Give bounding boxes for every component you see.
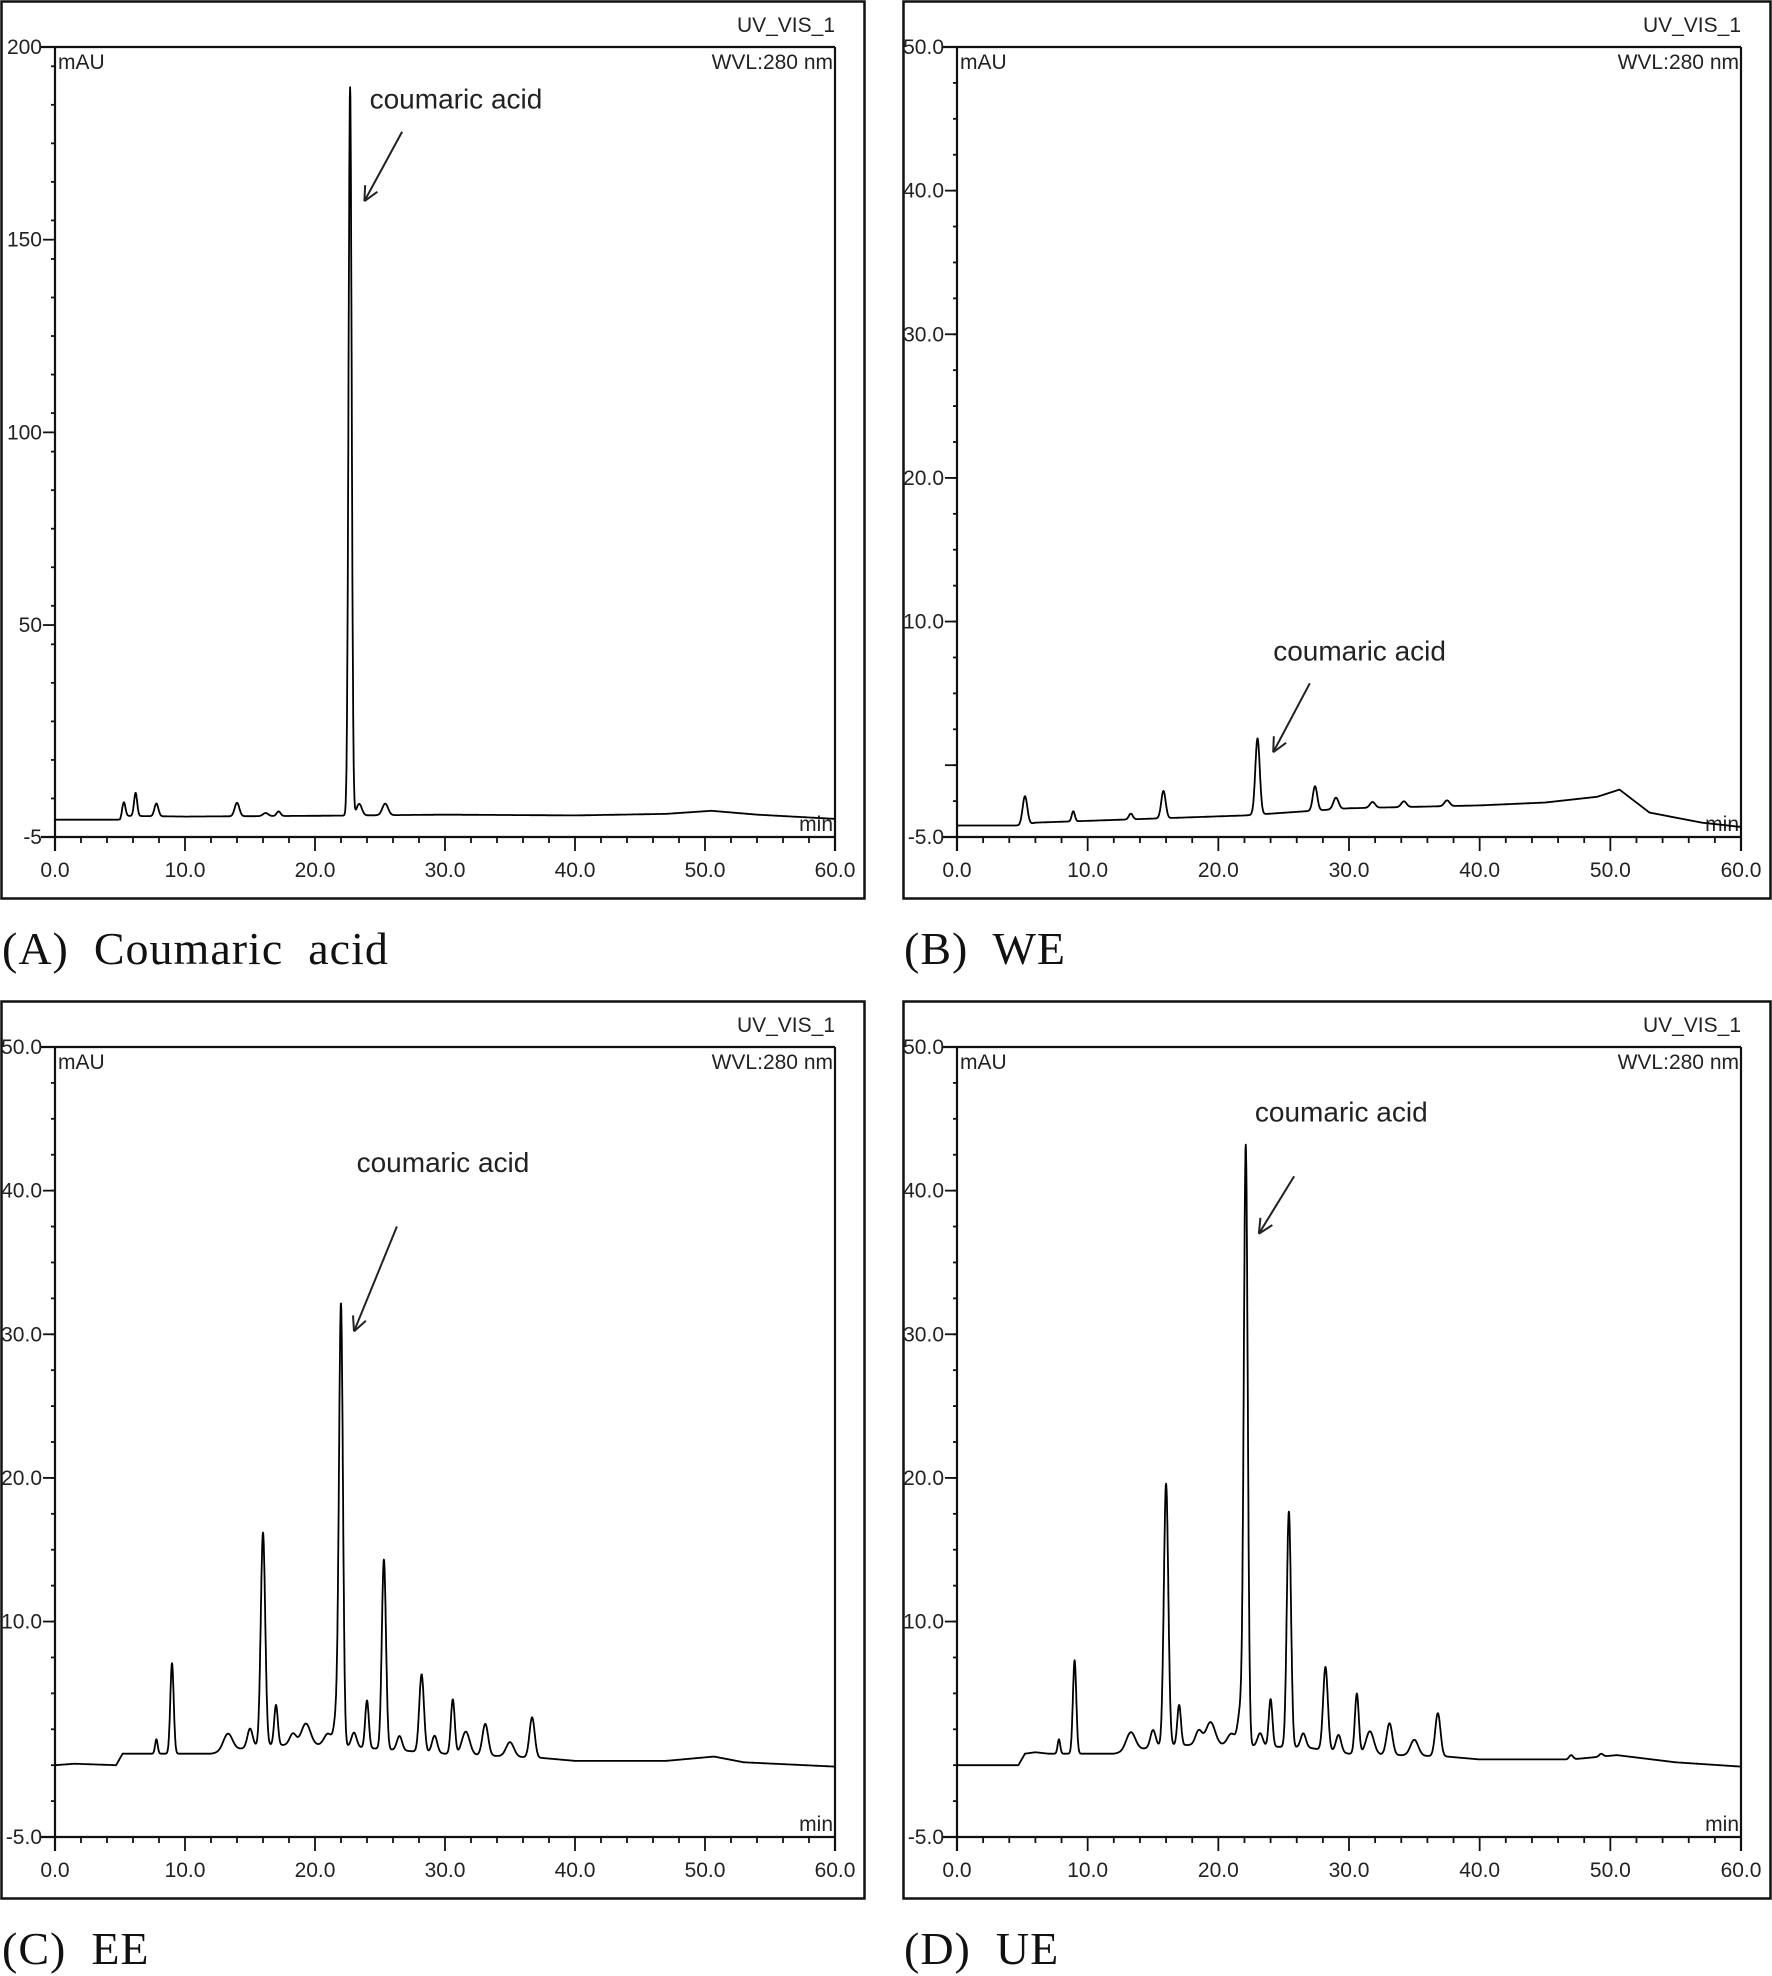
y-tick-label: 10.0 — [903, 1611, 944, 1634]
chromatogram-c-svg: UV_VIS_1 WVL:280 nm mAU -5.0 10.0 20.0 30.0 40.… — [0, 1000, 866, 1900]
x-tick-label: 40.0 — [1459, 1859, 1500, 1882]
x-tick-label: 50.0 — [685, 859, 726, 882]
y-tick-label: 10.0 — [903, 611, 944, 634]
wavelength-label: WVL:280 nm — [712, 1051, 833, 1074]
y-tick-label: -5.0 — [6, 1826, 42, 1849]
x-tick-label: 40.0 — [555, 859, 596, 882]
caption-d: (D) UE — [904, 1923, 1060, 1974]
x-tick-label: 30.0 — [1329, 1859, 1370, 1882]
y-tick-label: 50.0 — [903, 1036, 944, 1059]
y-tick-label: 10.0 — [1, 1611, 42, 1634]
y-unit-label: mAU — [960, 1051, 1007, 1074]
y-tick-label: 40.0 — [903, 180, 944, 203]
caption-a: (A) Coumaric acid — [2, 923, 389, 974]
wavelength-label: WVL:280 nm — [712, 51, 833, 74]
x-tick-label: 30.0 — [425, 1859, 466, 1882]
x-tick-label: 40.0 — [555, 1859, 596, 1882]
caption-b: (B) WE — [904, 923, 1067, 974]
peak-annotation-label: coumaric acid — [1273, 635, 1446, 666]
x-tick-label: 20.0 — [1198, 859, 1239, 882]
x-tick-label: 60.0 — [815, 859, 856, 882]
y-unit-label: mAU — [58, 1051, 105, 1074]
y-tick-label: 20.0 — [903, 1467, 944, 1490]
x-tick-label: 50.0 — [1590, 859, 1631, 882]
x-tick-label: 0.0 — [40, 1859, 69, 1882]
caption-c: (C) EE — [2, 1923, 150, 1974]
x-unit-label: min — [799, 1813, 833, 1836]
chromatogram-panel-d: UV_VIS_1 WVL:280 nm mAU -5.0 10.0 20.0 30.0 40.… — [902, 1000, 1772, 1900]
panel-frame — [0, 0, 866, 900]
x-tick-label: 40.0 — [1459, 859, 1500, 882]
chromatogram-a-svg: UV_VIS_1 WVL:280 nm mAU -5 50 100 150 200 0.0 10.… — [0, 0, 866, 900]
y-unit-label: mAU — [960, 51, 1007, 74]
channel-label: UV_VIS_1 — [737, 1014, 835, 1037]
annotation-arrow-icon — [1272, 682, 1311, 754]
channel-label: UV_VIS_1 — [1643, 1014, 1741, 1037]
y-tick-label: 40.0 — [1, 1180, 42, 1203]
x-tick-label: 10.0 — [165, 859, 206, 882]
y-tick-label: 50.0 — [1, 1036, 42, 1059]
y-tick-label: -5.0 — [908, 1826, 944, 1849]
y-tick-label: 200 — [7, 36, 42, 59]
chromatogram-d-svg: UV_VIS_1 WVL:280 nm mAU -5.0 10.0 20.0 30.0 40.… — [902, 1000, 1772, 1900]
y-tick-label: 150 — [7, 229, 42, 252]
x-tick-label: 0.0 — [942, 1859, 971, 1882]
y-tick-label: 30.0 — [1, 1323, 42, 1346]
chromatogram-trace — [956, 1143, 1742, 1768]
y-tick-label: 30.0 — [903, 323, 944, 346]
chromatogram-trace — [54, 1302, 836, 1768]
annotation-arrow-icon — [352, 1226, 398, 1333]
x-tick-label: 30.0 — [1329, 859, 1370, 882]
y-tick-label: 40.0 — [903, 1180, 944, 1203]
chromatogram-panel-a: UV_VIS_1 WVL:280 nm mAU -5 50 100 150 200 0.0 10.… — [0, 0, 866, 900]
x-tick-label: 20.0 — [295, 859, 336, 882]
x-tick-label: 50.0 — [685, 1859, 726, 1882]
x-tick-label: 0.0 — [942, 859, 971, 882]
x-tick-label: 20.0 — [295, 1859, 336, 1882]
x-tick-label: 0.0 — [40, 859, 69, 882]
peak-annotation-label: coumaric acid — [1255, 1097, 1428, 1128]
chromatogram-trace — [54, 86, 836, 821]
y-tick-label: 30.0 — [903, 1323, 944, 1346]
peak-annotation-label: coumaric acid — [357, 1147, 530, 1178]
x-tick-label: 10.0 — [1067, 1859, 1108, 1882]
x-tick-label: 50.0 — [1590, 1859, 1631, 1882]
x-tick-label: 10.0 — [1067, 859, 1108, 882]
channel-label: UV_VIS_1 — [1643, 14, 1741, 37]
chromatogram-panel-c: UV_VIS_1 WVL:280 nm mAU -5.0 10.0 20.0 30.0 40.… — [0, 1000, 866, 1900]
x-tick-label: 30.0 — [425, 859, 466, 882]
wavelength-label: WVL:280 nm — [1618, 1051, 1739, 1074]
panel-frame — [902, 0, 1772, 900]
x-tick-label: 60.0 — [1721, 1859, 1762, 1882]
x-tick-label: 20.0 — [1198, 1859, 1239, 1882]
y-tick-label: 100 — [7, 421, 42, 444]
y-tick-label: 50.0 — [903, 36, 944, 59]
wavelength-label: WVL:280 nm — [1618, 51, 1739, 74]
peak-annotation-label: coumaric acid — [370, 84, 543, 115]
y-unit-label: mAU — [58, 51, 105, 74]
y-tick-label: -5.0 — [908, 826, 944, 849]
x-tick-label: 10.0 — [165, 1859, 206, 1882]
x-unit-label: min — [1705, 1813, 1739, 1836]
chromatogram-trace — [956, 737, 1742, 828]
chromatogram-panel-b: UV_VIS_1 WVL:280 nm mAU -5.0 10.0 20.0 30.0 40.… — [902, 0, 1772, 900]
y-tick-label: -5 — [23, 826, 42, 849]
panel-frame — [0, 1000, 866, 1900]
x-tick-label: 60.0 — [815, 1859, 856, 1882]
y-tick-label: 20.0 — [903, 467, 944, 490]
x-tick-label: 60.0 — [1721, 859, 1762, 882]
panel-frame — [902, 1000, 1772, 1900]
y-tick-label: 50 — [19, 614, 42, 637]
annotation-arrow-icon — [1257, 1175, 1295, 1235]
channel-label: UV_VIS_1 — [737, 14, 835, 37]
y-tick-label: 20.0 — [1, 1467, 42, 1490]
annotation-arrow-icon — [363, 131, 403, 202]
chromatogram-b-svg: UV_VIS_1 WVL:280 nm mAU -5.0 10.0 20.0 30.0 40.… — [902, 0, 1772, 900]
